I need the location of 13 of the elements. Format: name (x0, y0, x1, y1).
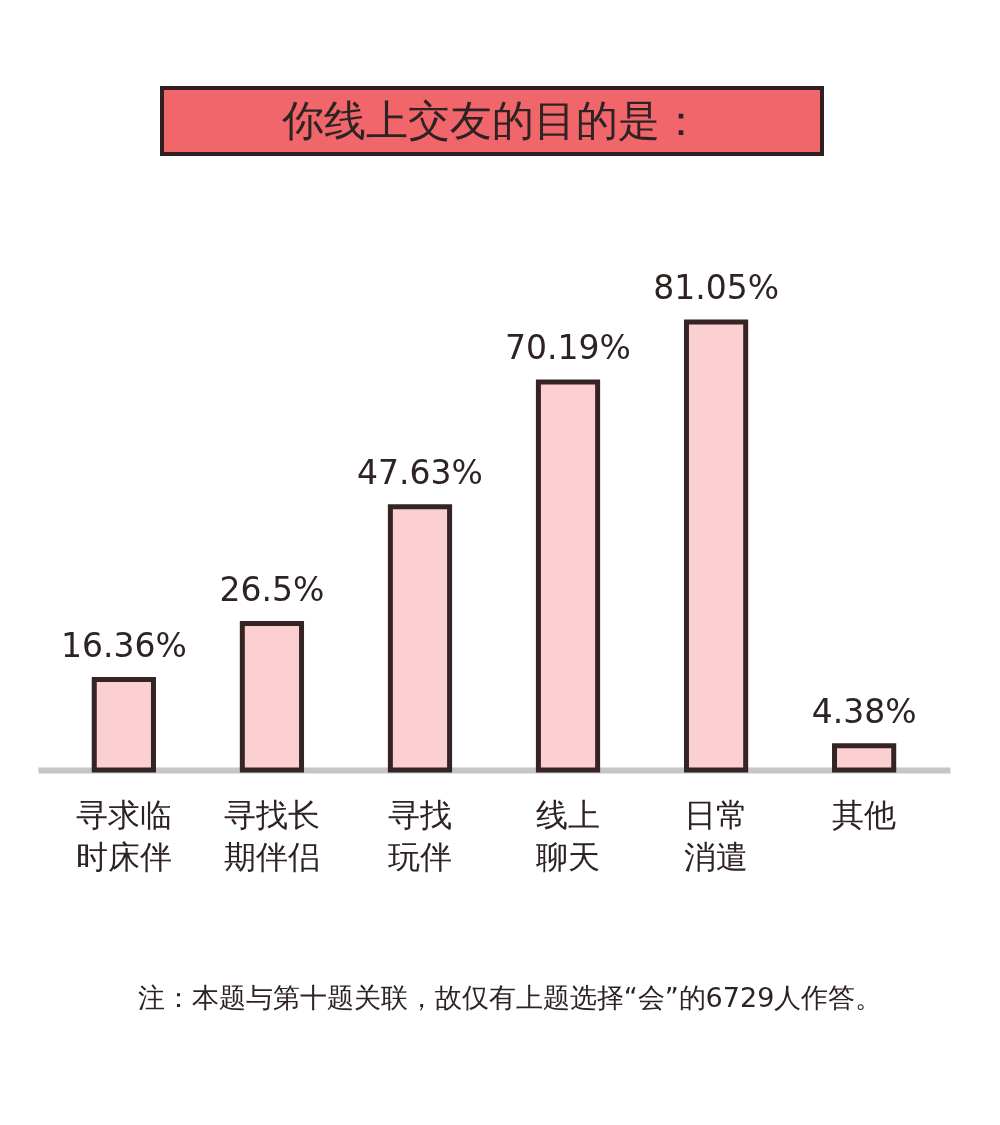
data-label: 81.05% (653, 268, 779, 307)
data-label: 26.5% (219, 569, 325, 609)
data-label: 70.19% (505, 328, 631, 368)
x-tick-label: 线上聊天 (536, 795, 601, 876)
x-tick-label: 日常消遣 (684, 795, 749, 876)
x-tick-label: 寻找玩伴 (387, 795, 452, 876)
data-label: 47.63% (357, 452, 483, 492)
text: 注：本题与第十题关联，故仅有上题选择“会”的6729人作答。 (136, 981, 884, 1015)
data-label: 4.38% (811, 691, 917, 731)
data-label: 16.36% (60, 625, 187, 665)
x-tick-label: 寻求临时床伴 (75, 795, 172, 876)
x-tick-label: 寻找长期伴侣 (223, 795, 320, 876)
x-tick-label: 其他 (832, 795, 897, 834)
